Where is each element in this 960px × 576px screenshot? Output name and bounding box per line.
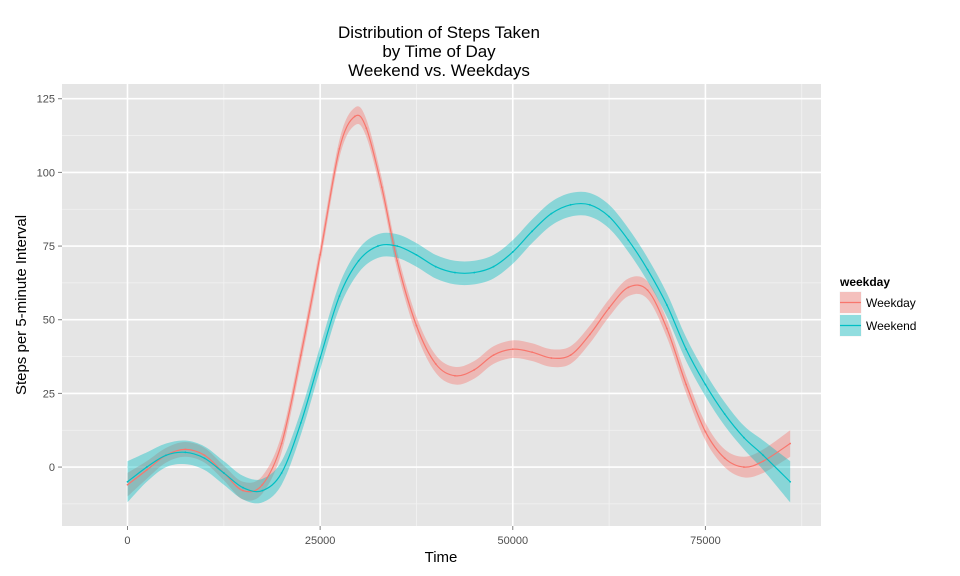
data-point-weekday xyxy=(338,147,341,150)
data-point-weekday xyxy=(588,333,591,336)
data-point-weekday xyxy=(145,469,148,471)
y-tick-label: 75 xyxy=(43,241,55,253)
data-point-weekend xyxy=(165,454,167,457)
data-point-weekend xyxy=(762,454,765,457)
data-point-weekend xyxy=(242,486,244,489)
legend-label-weekday: Weekday xyxy=(866,296,916,310)
data-point-weekday xyxy=(126,483,129,486)
data-point-weekend xyxy=(280,472,283,474)
data-point-weekend xyxy=(608,215,610,218)
x-axis: 0 25000 50000 75000 xyxy=(124,526,721,547)
data-point-weekend xyxy=(222,472,225,474)
y-tick-label: 50 xyxy=(43,315,55,327)
x-tick-label: 75000 xyxy=(690,535,721,547)
legend-title: weekday xyxy=(839,275,890,289)
data-point-weekday xyxy=(492,354,495,356)
y-tick-label: 25 xyxy=(43,388,55,400)
series-lines xyxy=(126,114,792,493)
data-point-weekend xyxy=(627,239,630,242)
data-point-weekday xyxy=(434,363,437,365)
data-point-weekday xyxy=(365,127,368,130)
data-point-weekend xyxy=(569,203,572,206)
data-point-weekend xyxy=(319,357,322,359)
minor-gridlines xyxy=(62,84,821,526)
title-line: Distribution of Steps Taken xyxy=(338,23,540,42)
data-point-weekend xyxy=(126,480,129,483)
data-point-weekend xyxy=(261,489,264,492)
data-point-weekend xyxy=(646,268,649,271)
y-axis-title: Steps per 5-minute Interval xyxy=(13,215,30,395)
data-point-weekend xyxy=(789,480,792,483)
x-tick-label: 0 xyxy=(124,535,130,547)
data-point-weekend xyxy=(454,271,456,274)
data-point-weekday xyxy=(531,351,533,354)
data-point-weekend xyxy=(704,383,707,386)
data-point-weekday xyxy=(789,442,792,445)
data-point-weekday xyxy=(569,354,572,356)
data-point-weekend xyxy=(492,265,495,268)
legend-key-weekday xyxy=(838,290,863,315)
confidence-bands xyxy=(127,106,791,504)
data-point-weekday xyxy=(608,307,610,309)
data-point-weekend xyxy=(473,271,476,274)
y-tick-label: 100 xyxy=(37,167,55,179)
data-point-weekday xyxy=(415,324,418,327)
data-point-weekday xyxy=(473,368,476,371)
data-point-weekday xyxy=(203,454,206,457)
data-point-weekday xyxy=(184,448,187,451)
data-point-weekday xyxy=(627,286,630,289)
data-point-weekday xyxy=(396,259,399,262)
data-point-weekend xyxy=(531,230,533,233)
data-point-weekend xyxy=(685,348,688,351)
y-tick-label: 125 xyxy=(37,94,55,106)
data-point-weekday xyxy=(665,327,668,330)
data-point-weekend xyxy=(377,245,379,247)
data-point-weekend xyxy=(434,265,437,268)
data-point-weekday xyxy=(704,430,707,433)
data-point-weekday xyxy=(380,186,383,189)
data-point-weekend xyxy=(338,295,341,298)
data-point-weekend xyxy=(550,212,553,215)
data-point-weekend xyxy=(184,451,187,454)
major-gridlines xyxy=(62,84,821,526)
legend-key-weekend xyxy=(838,313,863,338)
y-axis: 0 25 50 75 100 125 xyxy=(37,94,62,474)
data-point-weekend xyxy=(203,457,206,460)
data-point-weekend xyxy=(723,413,726,415)
data-point-weekday xyxy=(511,348,514,351)
data-point-weekend xyxy=(511,251,514,253)
data-point-weekend xyxy=(299,421,302,424)
data-point-weekday xyxy=(454,374,456,377)
data-point-weekday xyxy=(762,460,765,463)
legend-label-weekend: Weekend xyxy=(866,319,916,333)
data-point-weekday xyxy=(743,466,745,468)
data-point-weekday xyxy=(550,357,553,359)
data-point-weekend xyxy=(665,304,668,306)
data-point-weekday xyxy=(353,115,356,118)
data-point-weekday xyxy=(723,457,726,460)
data-point-weekday xyxy=(242,489,244,492)
data-point-weekend xyxy=(743,436,745,439)
data-point-weekday xyxy=(319,254,322,256)
data-point-weekday xyxy=(646,289,649,292)
data-point-weekend xyxy=(145,466,148,468)
legend: weekday Weekday Weekend xyxy=(838,275,916,338)
title-line: Weekend vs. Weekdays xyxy=(348,61,530,80)
title-line: by Time of Day xyxy=(382,42,496,61)
confidence-band-weekday xyxy=(127,106,791,501)
data-point-weekend xyxy=(415,254,418,256)
data-point-weekday xyxy=(280,442,283,445)
data-point-weekday xyxy=(261,483,264,486)
data-point-weekend xyxy=(357,259,360,262)
x-tick-label: 50000 xyxy=(497,535,528,547)
y-tick-label: 0 xyxy=(49,462,55,474)
data-point-weekday xyxy=(685,383,688,386)
data-point-weekend xyxy=(588,203,591,206)
data-point-weekend xyxy=(396,245,399,247)
x-axis-title: Time xyxy=(425,549,458,566)
x-tick-label: 25000 xyxy=(305,535,336,547)
data-point-weekday xyxy=(299,354,302,356)
